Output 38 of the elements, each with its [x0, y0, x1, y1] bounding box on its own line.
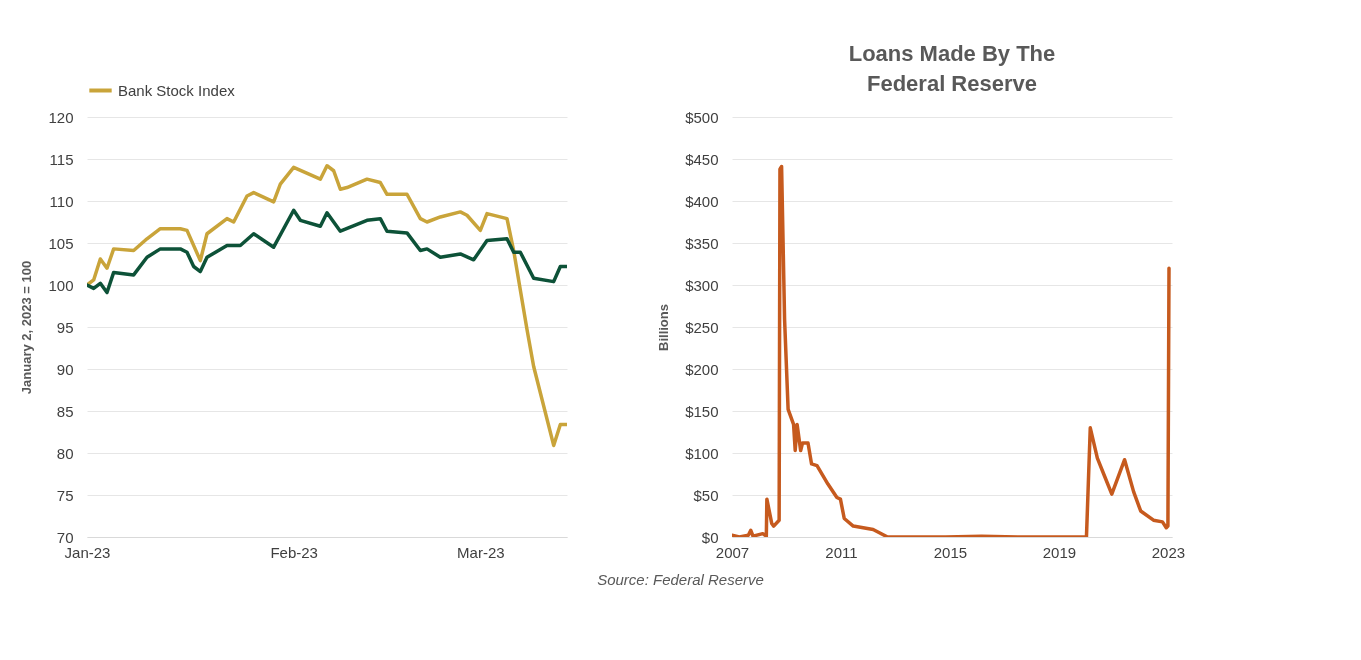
- chart-title: Loans Made By The Federal Reserve: [848, 41, 1056, 96]
- y-tick-label: 100: [48, 276, 74, 294]
- y-tick-label: 110: [49, 192, 74, 210]
- x-tick-label: 2019: [1042, 543, 1077, 561]
- legend-label: Bank Stock Index: [118, 81, 236, 99]
- y-tick-label: $350: [685, 234, 719, 252]
- y-tick-label: 115: [49, 150, 74, 168]
- y-tick-label: $400: [685, 192, 719, 210]
- line-series: [732, 164, 1171, 537]
- y-tick-label: 75: [56, 486, 74, 504]
- y-tick-label: 105: [48, 234, 74, 252]
- x-tick-label: 2011: [825, 543, 858, 561]
- x-tick-label: 2015: [933, 543, 968, 561]
- y-tick-label: $50: [693, 486, 719, 504]
- y-tick-label: $500: [685, 108, 719, 126]
- y-tick-label: 90: [56, 360, 74, 378]
- y-tick-label: 70: [56, 528, 74, 546]
- y-tick-label: $100: [685, 444, 719, 462]
- x-tick-label: 2007: [715, 543, 750, 561]
- y-tick-label: $250: [685, 318, 719, 336]
- x-tick-label: Jan-23: [64, 543, 111, 561]
- y-tick-label: 80: [56, 444, 74, 462]
- y-tick-label: 95: [56, 318, 74, 336]
- source-note: Source: Federal Reserve: [596, 571, 765, 588]
- y-tick-label: 85: [56, 402, 74, 420]
- y-tick-label: $0: [701, 528, 719, 546]
- x-tick-label: 2023: [1151, 543, 1186, 561]
- line-series: [87, 208, 567, 295]
- y-tick-label: 120: [48, 108, 74, 126]
- x-tick-label: Mar-23: [457, 543, 505, 561]
- y-tick-label: $450: [685, 150, 719, 168]
- y-tick-label: $150: [685, 402, 719, 420]
- y-axis-title: Billions: [656, 304, 672, 351]
- y-tick-label: $300: [685, 276, 719, 294]
- x-tick-label: Feb-23: [270, 543, 318, 561]
- y-axis-title: January 2, 2023 = 100: [19, 260, 35, 395]
- y-tick-label: $200: [685, 360, 719, 378]
- line-series: [87, 163, 567, 448]
